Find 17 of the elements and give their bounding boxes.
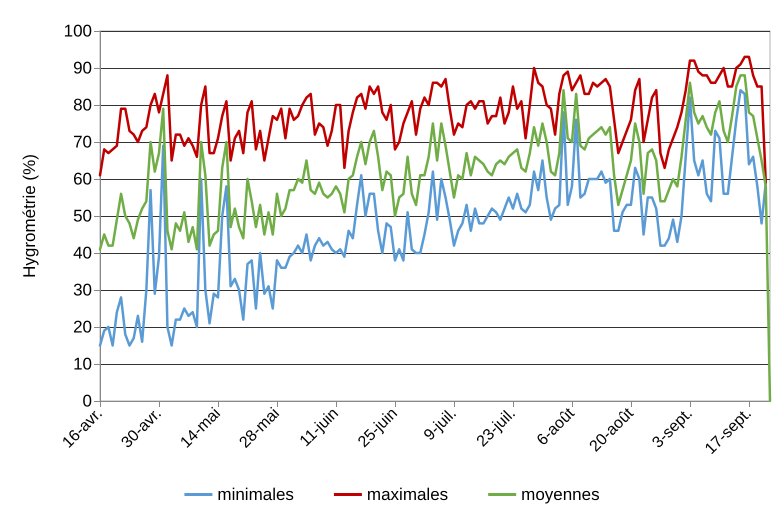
y-tick-label: 70 [73,132,92,152]
legend-label: maximales [366,485,448,504]
y-tick-label: 50 [73,206,92,226]
y-tick-label: 100 [64,22,92,40]
y-axis-title: Hygrométrie (%) [20,154,39,278]
y-tick-label: 10 [73,354,92,374]
legend-label: minimales [217,485,294,504]
y-tick-label: 80 [73,96,92,114]
y-tick-label: 60 [73,170,92,188]
y-tick-label: 0 [82,392,92,410]
y-tick-label: 30 [73,280,92,300]
y-tick-label: 90 [73,58,92,78]
y-tick-label: 40 [73,244,92,262]
y-tick-label: 20 [73,318,92,336]
legend-label: moyennes [521,485,600,504]
line-series [98,88,768,347]
line-series [98,56,768,184]
